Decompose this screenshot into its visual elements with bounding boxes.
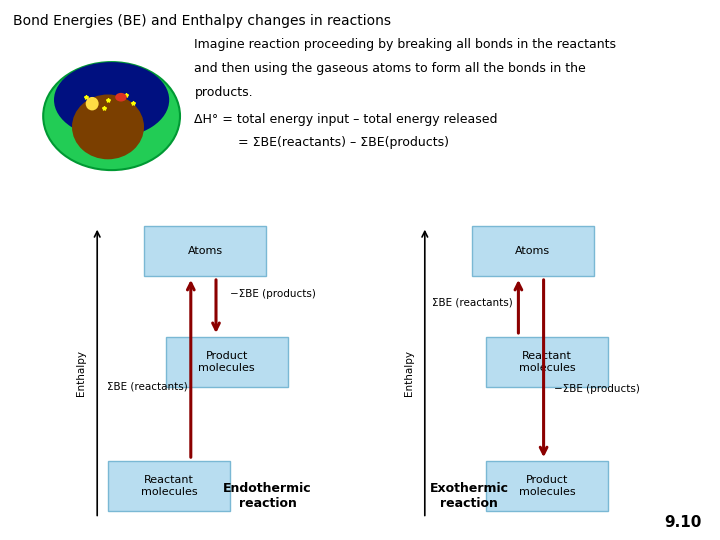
FancyBboxPatch shape — [166, 337, 288, 387]
Ellipse shape — [54, 62, 169, 138]
Text: = ΣBE(reactants) – ΣBE(products): = ΣBE(reactants) – ΣBE(products) — [238, 136, 449, 149]
Ellipse shape — [72, 94, 144, 159]
Text: −ΣBE (products): −ΣBE (products) — [554, 384, 640, 394]
Text: Atoms: Atoms — [188, 246, 222, 256]
Ellipse shape — [86, 97, 99, 110]
Text: Atoms: Atoms — [516, 246, 550, 256]
Text: ΔH° = total energy input – total energy released: ΔH° = total energy input – total energy … — [194, 113, 498, 126]
Text: Product
molecules: Product molecules — [519, 475, 575, 497]
Text: Imagine reaction proceeding by breaking all bonds in the reactants: Imagine reaction proceeding by breaking … — [194, 38, 616, 51]
Text: ΣBE (reactants): ΣBE (reactants) — [107, 381, 187, 391]
Text: Product
molecules: Product molecules — [199, 351, 255, 373]
Text: Endothermic
reaction: Endothermic reaction — [223, 482, 312, 510]
Ellipse shape — [115, 93, 127, 102]
Text: and then using the gaseous atoms to form all the bonds in the: and then using the gaseous atoms to form… — [194, 62, 586, 75]
FancyBboxPatch shape — [472, 226, 593, 276]
Text: Enthalpy: Enthalpy — [404, 349, 414, 396]
Text: Exothermic
reaction: Exothermic reaction — [430, 482, 509, 510]
FancyBboxPatch shape — [487, 337, 608, 387]
Text: Reactant
molecules: Reactant molecules — [141, 475, 197, 497]
Ellipse shape — [43, 62, 180, 170]
FancyBboxPatch shape — [487, 461, 608, 511]
Text: 9.10: 9.10 — [665, 515, 702, 530]
FancyBboxPatch shape — [144, 226, 266, 276]
FancyBboxPatch shape — [108, 461, 230, 511]
Text: Bond Energies (BE) and Enthalpy changes in reactions: Bond Energies (BE) and Enthalpy changes … — [13, 14, 391, 28]
Text: −ΣBE (products): −ΣBE (products) — [230, 289, 316, 299]
Text: products.: products. — [194, 86, 253, 99]
Text: ΣBE (reactants): ΣBE (reactants) — [432, 298, 513, 307]
Text: Reactant
molecules: Reactant molecules — [519, 351, 575, 373]
Text: Enthalpy: Enthalpy — [76, 349, 86, 396]
